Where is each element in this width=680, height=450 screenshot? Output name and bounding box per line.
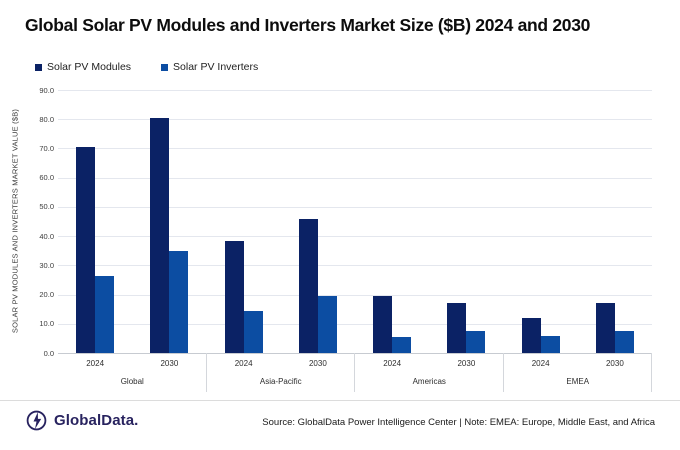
y-tick-label: 30.0 [39,260,54,270]
group-divider [354,353,355,392]
x-tick-region: Global [120,377,144,386]
bar-cluster [224,240,263,353]
gridline [58,119,652,121]
group-divider [651,353,652,392]
x-tick-year: 2030 [605,359,624,368]
bar-solar-pv-inverters [614,331,634,353]
legend-label: Solar PV Inverters [173,61,259,73]
x-axis-labels: 2024 2030 Global 2024 2030 Asia-Pacific 2024 20… [58,353,652,393]
globaldata-logo: GlobalData. [25,409,138,432]
y-tick-label: 40.0 [39,231,54,241]
globaldata-logo-icon [26,410,47,431]
x-tick-region: Americas [412,377,446,386]
bar-solar-pv-inverters [169,250,189,353]
x-axis-line [58,353,652,354]
gridline [58,206,652,208]
bar-solar-pv-modules [595,303,615,353]
gridline [58,177,652,179]
x-tick-region: EMEA [566,377,590,386]
footer-divider [0,400,680,401]
x-tick-year: 2024 [383,359,402,368]
legend-item-inverters: Solar PV Inverters [161,61,258,73]
bar-cluster [373,296,412,353]
inverters-swatch-icon [161,63,169,71]
modules-swatch-icon [35,63,42,71]
x-tick-year: 2030 [457,359,476,368]
bar-cluster [76,147,115,353]
legend: Solar PV Modules Solar PV Inverters [35,61,258,73]
gridline [58,236,652,238]
bar-cluster [150,117,189,353]
bar-cluster [447,303,486,353]
globaldata-wordmark: GlobalData. [54,412,139,429]
x-tick-year: 2030 [160,359,179,368]
bar-solar-pv-modules [224,240,244,353]
x-tick-year: 2030 [308,359,327,368]
group-divider [502,353,504,392]
bar-solar-pv-inverters [540,335,560,353]
x-tick-region: Asia-Pacific [259,377,302,386]
y-tick-label: 60.0 [39,173,54,183]
x-tick-year: 2024 [234,359,253,368]
legend-label: Solar PV Modules [47,61,132,73]
bar-solar-pv-inverters [466,331,486,353]
bar-solar-pv-modules [447,303,467,353]
gridline [58,148,652,150]
y-tick-label: 10.0 [39,319,54,329]
bar-solar-pv-modules [521,317,541,353]
y-tick-label: 50.0 [39,202,54,212]
bar-solar-pv-inverters [243,310,263,353]
gridline [58,265,652,267]
y-tick-label: 90.0 [39,85,54,95]
chart-title: Global Solar PV Modules and Inverters Ma… [25,15,591,35]
bar-solar-pv-modules [76,147,96,353]
bar-solar-pv-modules [298,218,318,353]
gridline [58,90,652,91]
bar-solar-pv-inverters [392,336,412,353]
gridline [58,323,652,325]
y-tick-label: 0.0 [43,348,54,358]
source-note: Source: GlobalData Power Intelligence Ce… [262,417,655,428]
bar-cluster [595,303,634,353]
legend-item-modules: Solar PV Modules [35,61,131,73]
y-tick-label: 20.0 [39,290,54,300]
plot-area: 0.0 10.0 20.0 30.0 40.0 50.0 60.0 70.0 80.0 90.0 [39,86,652,358]
x-tick-year: 2024 [86,359,105,368]
bar-cluster [521,317,560,353]
group-divider [205,353,207,392]
bar-solar-pv-modules [373,296,393,353]
bar-solar-pv-inverters [317,296,337,353]
x-tick-year: 2024 [531,359,550,368]
bar-solar-pv-modules [150,117,170,353]
y-axis-title: SOLAR PV MODULES AND INVERTERS MARKET VA… [10,108,20,334]
y-tick-label: 70.0 [39,143,54,153]
y-tick-label: 80.0 [39,114,54,124]
gridline [58,294,652,296]
bar-solar-pv-inverters [95,275,115,353]
bar-cluster [298,218,337,353]
